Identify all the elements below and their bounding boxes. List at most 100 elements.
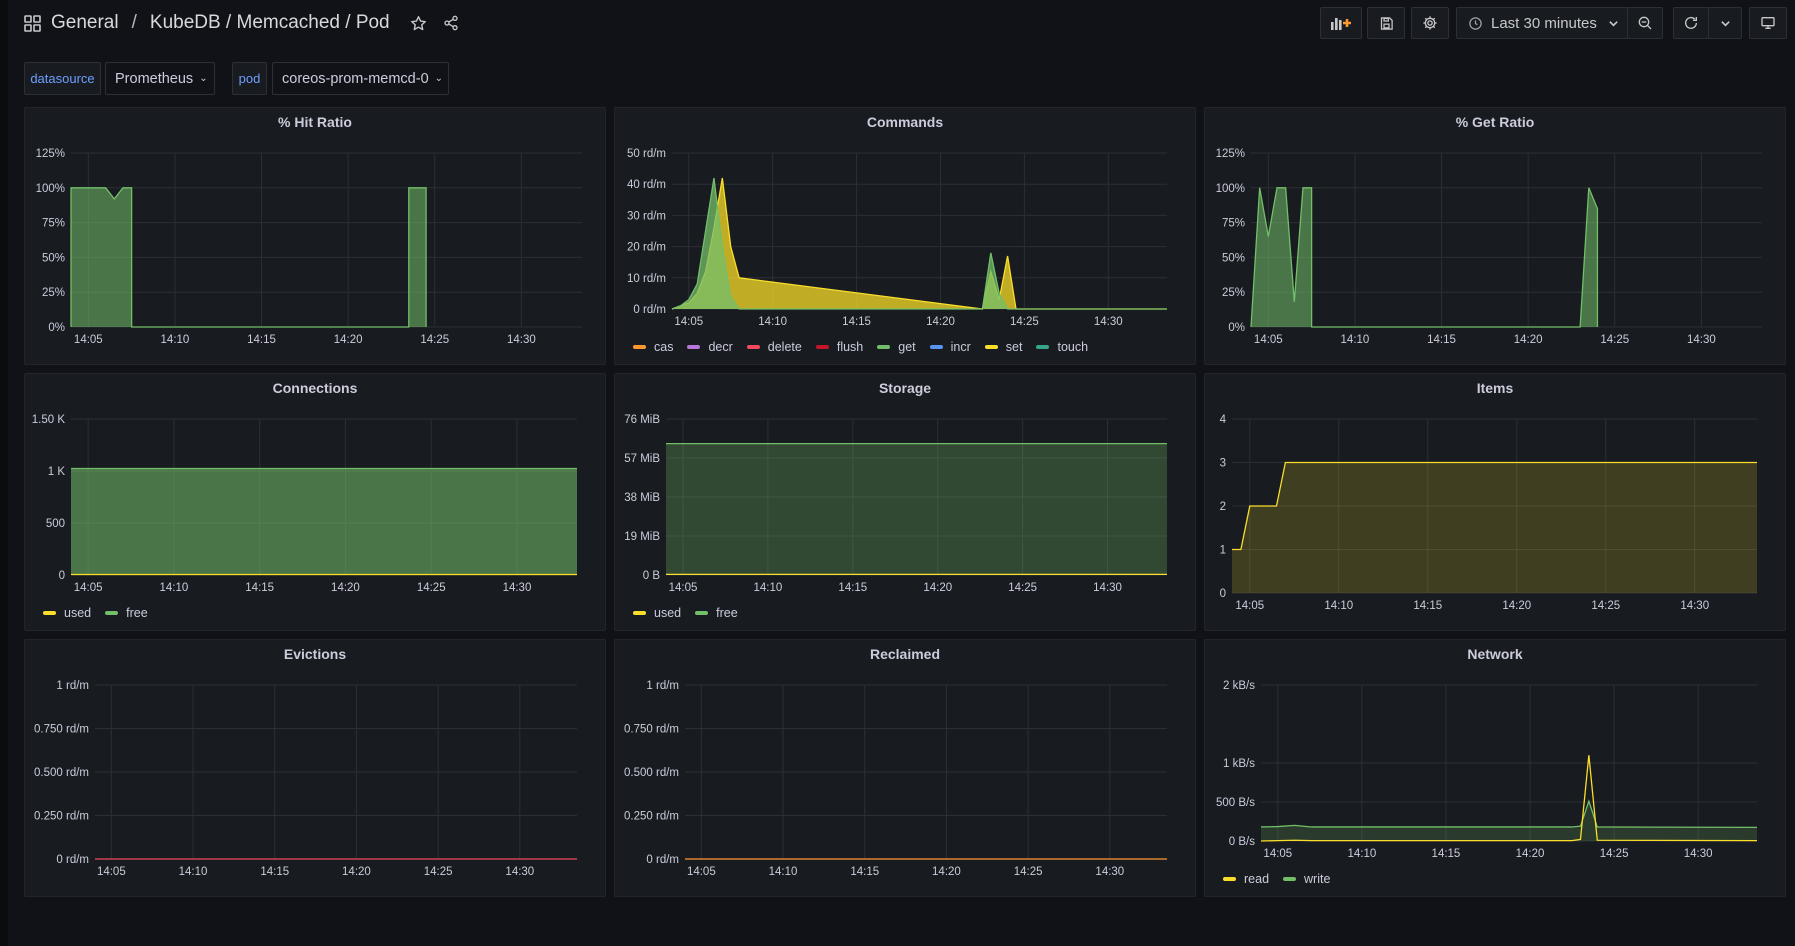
time-range-picker[interactable]: Last 30 minutes: [1456, 7, 1628, 39]
x-tick-label: 14:15: [245, 582, 274, 594]
y-tick-label: 50%: [1222, 252, 1245, 264]
view-mode-button[interactable]: [1749, 7, 1787, 39]
chart-connections: 0 500 1 K 1.50 K 14:05 14:10 14:15 14:20 14:25 14…: [32, 414, 577, 594]
chart-hit-ratio: 0% 25% 50% 75% 100% 125% 14:05 14:10 14:15 14:20 1…: [36, 148, 582, 346]
panel-items[interactable]: Items 0 1 2 3 4 14:05 14:10 14:15 14:20 14:25 14:3…: [1204, 373, 1786, 631]
dashboard-title[interactable]: KubeDB / Memcached / Pod: [149, 12, 390, 33]
x-tick-label: 14:20: [1502, 600, 1531, 612]
series-line-write: [1260, 799, 1758, 828]
panel-hit-ratio[interactable]: % Hit Ratio 0% 25% 50% 75% 100% 125% 14:05 14:1…: [24, 107, 606, 365]
legend-item-write[interactable]: write: [1283, 872, 1330, 886]
y-tick-label: 38 MiB: [624, 492, 660, 504]
breadcrumb-folder[interactable]: General: [51, 12, 119, 33]
y-tick-label: 100%: [36, 183, 65, 195]
variable-select-pod[interactable]: coreos-prom-memcd-0 ⌄: [272, 62, 449, 95]
x-tick-label: 14:05: [1254, 334, 1283, 346]
star-icon[interactable]: [410, 15, 427, 32]
x-tick-label: 14:05: [1235, 600, 1264, 612]
legend-swatch: [1223, 877, 1236, 881]
legend-swatch: [695, 611, 709, 615]
series-area-items: [1232, 462, 1757, 593]
panel-network[interactable]: Network 0 B/s 500 B/s 1 kB/s 2 kB/s 14:05 14:…: [1204, 639, 1786, 897]
y-tick-label: 10 rd/m: [627, 273, 666, 285]
variable-label-pod: pod: [232, 62, 267, 95]
legend-item-cas[interactable]: cas: [633, 340, 673, 354]
x-tick-label: 14:30: [1094, 316, 1123, 328]
series-area-write: [1261, 801, 1757, 841]
legend-item-delete[interactable]: delete: [746, 340, 802, 354]
x-tick-label: 14:05: [1263, 848, 1292, 860]
variable-value-datasource: Prometheus: [115, 70, 194, 87]
panel-get-ratio[interactable]: % Get Ratio 0% 25% 50% 75% 100% 125% 14:05 14:1…: [1204, 107, 1786, 365]
legend-label: read: [1244, 872, 1270, 886]
panel-connections[interactable]: Connections 0 500 1 K 1.50 K 14:05 14:10 14:15…: [24, 373, 606, 631]
share-icon[interactable]: [443, 15, 459, 31]
refresh-button[interactable]: [1673, 7, 1709, 39]
legend-item-decr[interactable]: decr: [687, 340, 733, 354]
legend-swatch: [929, 345, 943, 349]
x-tick-label: 14:30: [507, 334, 536, 346]
series-area-get-ratio: [1251, 187, 1598, 327]
y-tick-label: 0.500 rd/m: [34, 767, 89, 779]
legend-label: free: [716, 606, 738, 620]
legend-item-flush[interactable]: flush: [815, 340, 864, 354]
legend-storage: used free: [633, 606, 752, 620]
y-tick-label: 0 rd/m: [646, 854, 679, 866]
panel-commands[interactable]: Commands 0 rd/m 10 rd/m 20 rd/m 30 rd/m 40 r…: [614, 107, 1196, 365]
legend-item-touch[interactable]: touch: [1036, 340, 1088, 354]
y-tick-label: 19 MiB: [624, 531, 660, 543]
x-tick-label: 14:25: [1008, 582, 1037, 594]
legend-commands: cas decr delete flush get incr set touch: [633, 340, 1102, 354]
legend-item-get[interactable]: get: [877, 340, 916, 354]
panel-storage[interactable]: Storage 0 B 19 MiB 38 MiB 57 MiB 76 MiB 14:05…: [614, 373, 1196, 631]
x-tick-label: 14:10: [769, 866, 798, 878]
dashboard-settings-button[interactable]: [1411, 7, 1449, 39]
chart-storage: 0 B 19 MiB 38 MiB 57 MiB 76 MiB 14:05 14:10 14:…: [624, 414, 1167, 594]
y-tick-label: 25%: [42, 287, 65, 299]
breadcrumb: General / KubeDB / Memcached / Pod: [24, 8, 459, 38]
legend-item-set[interactable]: set: [984, 340, 1022, 354]
monitor-icon: [1760, 15, 1776, 31]
panel-evictions[interactable]: Evictions 0 rd/m 0.250 rd/m 0.500 rd/m 0.75…: [24, 639, 606, 897]
refresh-icon: [1683, 15, 1699, 31]
x-tick-label: 14:10: [161, 334, 190, 346]
legend-label: flush: [836, 340, 864, 354]
legend-item-used[interactable]: used: [43, 606, 91, 620]
legend-item-incr[interactable]: incr: [929, 340, 971, 354]
variable-select-datasource[interactable]: Prometheus ⌄: [105, 62, 215, 95]
refresh-interval-dropdown[interactable]: [1708, 7, 1742, 39]
x-tick-label: 14:10: [1347, 848, 1376, 860]
add-panel-button[interactable]: [1320, 7, 1362, 39]
grid-icon[interactable]: [24, 14, 41, 32]
legend-item-free[interactable]: free: [105, 606, 148, 620]
variable-label-datasource: datasource: [24, 62, 101, 95]
legend-label: used: [654, 606, 682, 620]
save-dashboard-button[interactable]: [1367, 7, 1405, 39]
x-tick-label: 14:05: [74, 582, 103, 594]
x-tick-label: 14:20: [334, 334, 363, 346]
zoom-out-icon: [1637, 15, 1653, 31]
chevron-down-icon: [1720, 18, 1731, 29]
x-tick-label: 14:25: [417, 582, 446, 594]
legend-item-used[interactable]: used: [633, 606, 681, 620]
legend-label: used: [64, 606, 92, 620]
y-tick-label: 20 rd/m: [627, 242, 666, 254]
chart-network: 0 B/s 500 B/s 1 kB/s 2 kB/s 14:05 14:10 14:15 1…: [1216, 680, 1758, 860]
chart-commands: 0 rd/m 10 rd/m 20 rd/m 30 rd/m 40 rd/m 50 rd/…: [627, 148, 1167, 328]
chart-items: 0 1 2 3 4 14:05 14:10 14:15 14:20 14:25 14:30: [1220, 414, 1757, 612]
x-tick-label: 14:30: [1680, 600, 1709, 612]
legend-label: delete: [767, 340, 802, 354]
legend-label: incr: [950, 340, 971, 354]
x-tick-label: 14:25: [424, 866, 453, 878]
y-tick-label: 2 kB/s: [1223, 680, 1255, 692]
y-tick-label: 0 rd/m: [56, 854, 89, 866]
y-tick-label: 50 rd/m: [627, 148, 666, 160]
legend-item-free[interactable]: free: [695, 606, 738, 620]
y-tick-label: 2: [1220, 501, 1226, 513]
chevron-down-icon: ⌄: [199, 73, 208, 84]
zoom-out-button[interactable]: [1627, 7, 1663, 39]
legend-swatch: [105, 611, 119, 615]
legend-item-read[interactable]: read: [1223, 872, 1269, 886]
y-tick-label: 75%: [42, 218, 65, 230]
panel-reclaimed[interactable]: Reclaimed 0 rd/m 0.250 rd/m 0.500 rd/m 0.75…: [614, 639, 1196, 897]
